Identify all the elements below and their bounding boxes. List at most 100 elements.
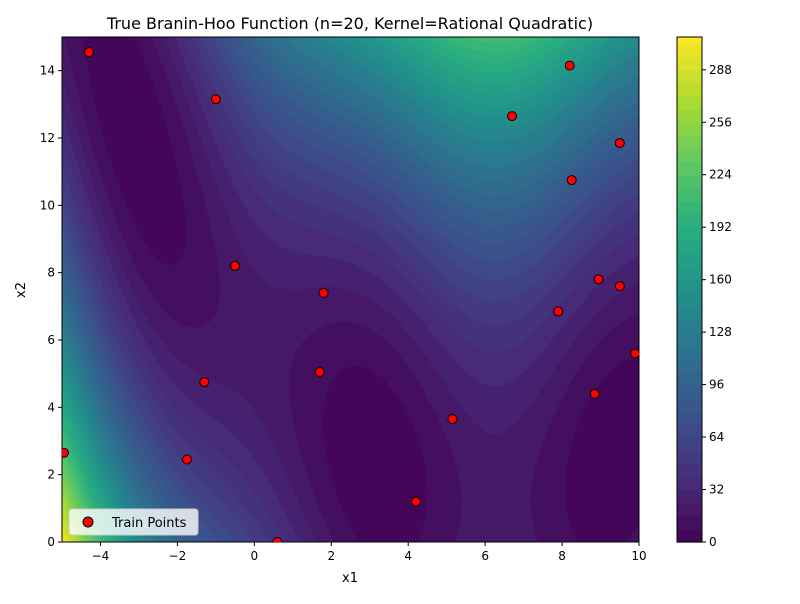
x-tick-label: 0	[251, 549, 259, 563]
contour-field	[62, 37, 639, 542]
train-point	[272, 537, 283, 542]
y-tick-label: 8	[47, 266, 55, 280]
colorbar-band	[677, 305, 702, 320]
train-point	[318, 287, 329, 298]
colorbar-band	[677, 450, 702, 464]
x-tick-label: 10	[631, 549, 646, 563]
colorbar-tick-label: 288	[709, 63, 732, 77]
colorbar-band	[677, 43, 702, 58]
y-tick-label: 14	[40, 64, 55, 78]
plot-frame	[61, 36, 640, 543]
x-tick-label: −4	[92, 549, 110, 563]
train-point	[507, 111, 518, 122]
y-axis-ticks: 0 2 4 6 8 10 12 14	[40, 64, 62, 549]
train-point	[614, 138, 625, 149]
colorbar-band	[677, 279, 702, 294]
colorbar-tick-label: 160	[709, 273, 732, 287]
train-point	[564, 60, 575, 71]
colorbar-band	[677, 502, 702, 517]
train-point	[593, 274, 604, 285]
colorbar-band	[677, 148, 702, 163]
colorbar-band	[677, 214, 702, 228]
train-point	[210, 94, 221, 105]
x-tick-label: −2	[169, 549, 187, 563]
colorbar-band	[677, 423, 702, 438]
train-point	[447, 414, 458, 425]
colorbar-tick-label: 64	[709, 430, 724, 444]
colorbar-band	[677, 240, 702, 255]
colorbar-tick-label: 192	[709, 220, 732, 234]
colorbar-band	[677, 397, 702, 412]
x-tick-label: 6	[481, 549, 489, 563]
colorbar-tick-label: 96	[709, 378, 724, 392]
train-point	[230, 260, 241, 271]
chart-title: True Branin-Hoo Function (n=20, Kernel=R…	[106, 14, 593, 33]
colorbar-band	[677, 410, 702, 425]
train-point	[589, 388, 600, 399]
y-tick-label: 10	[40, 198, 55, 212]
colorbar-band	[677, 174, 702, 189]
y-tick-label: 4	[47, 400, 55, 414]
colorbar-band	[677, 82, 702, 97]
legend-box	[68, 508, 199, 536]
colorbar-band	[677, 56, 702, 71]
colorbar-ticks: 0 32 64 96 128 160 192 224 256 288	[702, 63, 732, 549]
train-point	[182, 454, 193, 465]
colorbar-band	[677, 122, 702, 136]
colorbar-tick-label: 128	[709, 325, 732, 339]
train-point	[83, 47, 94, 58]
colorbar-tick-label: 224	[709, 168, 732, 182]
colorbar-band	[677, 476, 702, 491]
y-tick-label: 2	[47, 468, 55, 482]
colorbar-tick-label: 256	[709, 115, 732, 129]
legend-label: Train Points	[111, 516, 187, 531]
colorbar-tick-label: 0	[709, 535, 717, 549]
train-point	[630, 348, 639, 359]
colorbar-band	[677, 187, 702, 202]
colorbar: 0 32 64 96 128 160 192 224 256 288	[676, 36, 732, 549]
x-axis-label: x1	[342, 571, 358, 586]
colorbar-band	[677, 358, 702, 373]
colorbar-band	[677, 200, 702, 215]
colorbar-band	[677, 345, 702, 359]
colorbar-bands	[677, 37, 702, 543]
colorbar-band	[677, 332, 702, 346]
colorbar-band	[677, 96, 702, 110]
train-point	[614, 281, 625, 292]
colorbar-band	[677, 109, 702, 123]
y-tick-label: 12	[40, 131, 55, 145]
colorbar-frame	[676, 36, 703, 543]
train-points	[62, 47, 639, 542]
legend: Train Points	[68, 508, 199, 536]
train-point	[314, 366, 325, 377]
colorbar-band	[677, 69, 702, 84]
colorbar-band	[677, 37, 702, 45]
legend-marker	[82, 516, 94, 528]
y-tick-label: 6	[47, 333, 55, 347]
y-axis-label: x2	[14, 282, 29, 298]
colorbar-band	[677, 515, 702, 530]
colorbar-band	[677, 227, 702, 241]
colorbar-band	[677, 463, 702, 478]
colorbar-tick-label: 32	[709, 483, 724, 497]
train-point	[553, 306, 564, 317]
train-point	[566, 175, 577, 186]
x-tick-label: 4	[404, 549, 412, 563]
colorbar-band	[677, 437, 702, 451]
train-point	[410, 496, 421, 507]
colorbar-band	[677, 384, 702, 399]
train-point	[62, 447, 69, 458]
x-axis-ticks: −4 −2 0 2 4 6 8 10	[92, 542, 647, 563]
x-tick-label: 8	[558, 549, 566, 563]
colorbar-band	[677, 489, 702, 504]
colorbar-band	[677, 319, 702, 333]
colorbar-band	[677, 135, 702, 150]
colorbar-band	[677, 528, 702, 543]
train-point	[199, 377, 210, 388]
colorbar-band	[677, 266, 702, 281]
colorbar-band	[677, 161, 702, 176]
y-tick-label: 0	[47, 535, 55, 549]
x-tick-label: 2	[327, 549, 335, 563]
